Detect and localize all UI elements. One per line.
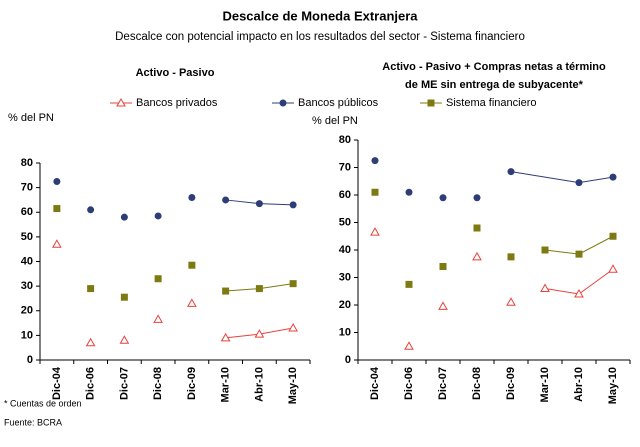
marker [279, 99, 287, 107]
marker [405, 280, 413, 288]
x-tick-label: Dic-06 [403, 367, 415, 400]
marker [575, 250, 583, 258]
marker [119, 335, 130, 344]
marker [220, 332, 231, 342]
x-tick-label: Dic-06 [85, 367, 97, 400]
marker [116, 97, 126, 107]
marker [608, 264, 618, 273]
y-tick-label: 80 [339, 134, 351, 146]
marker [371, 188, 379, 196]
marker [154, 275, 162, 283]
marker [254, 329, 265, 338]
subplot-title: Activo - Pasivo + Compras netas a términ… [382, 61, 606, 73]
x-tick-label: May-10 [287, 367, 299, 404]
y-tick-label: 20 [339, 299, 351, 311]
marker [507, 253, 515, 261]
marker [255, 285, 263, 293]
y-tick-label: 60 [339, 189, 351, 201]
marker [404, 341, 414, 350]
marker [473, 194, 481, 202]
y-tick-label: 30 [21, 280, 33, 292]
chart-title: Descalce de Moneda Extranjera [222, 8, 418, 23]
y-tick-label: 70 [339, 161, 351, 173]
y-tick-label: 20 [21, 305, 33, 317]
marker [120, 213, 128, 221]
legend-label: Sistema financiero [446, 97, 537, 109]
marker [370, 227, 380, 236]
y-tick-label: 50 [21, 231, 33, 243]
marker [427, 99, 435, 107]
chart-subtitle: Descalce con potencial impacto en los re… [115, 31, 525, 43]
marker [439, 263, 447, 270]
marker [222, 287, 230, 295]
y-tick-label: 80 [21, 157, 33, 169]
marker [87, 206, 95, 214]
marker [120, 293, 128, 301]
marker [540, 283, 550, 292]
x-tick-label: Dic-07 [118, 367, 130, 400]
marker [222, 196, 230, 204]
y-axis-label: % del PN [8, 112, 54, 124]
x-tick-label: May-10 [607, 367, 619, 404]
marker [438, 301, 448, 310]
y-tick-label: 40 [21, 255, 33, 267]
x-tick-label: Dic-07 [437, 367, 449, 400]
marker [507, 168, 515, 176]
marker [472, 251, 482, 261]
y-tick-label: 0 [345, 354, 351, 366]
marker [439, 194, 447, 202]
subplot-title: de ME sin entrega de subyacente* [405, 79, 584, 91]
y-tick-label: 60 [21, 206, 33, 218]
marker [154, 212, 162, 220]
marker [289, 280, 297, 288]
x-tick-label: Dic-09 [186, 367, 198, 400]
legend-label: Bancos públicos [298, 97, 379, 109]
marker [371, 157, 379, 165]
y-tick-label: 30 [339, 271, 351, 283]
marker [53, 205, 61, 213]
series-line [510, 171, 614, 184]
marker [87, 285, 95, 293]
marker [53, 177, 61, 185]
marker [609, 232, 617, 240]
x-tick-label: Dic-08 [152, 367, 164, 400]
marker [405, 188, 413, 196]
marker [289, 201, 297, 209]
marker [541, 246, 549, 254]
x-tick-label: Abr-10 [573, 367, 585, 402]
x-tick-label: Dic-08 [471, 367, 483, 400]
marker [473, 224, 481, 232]
marker [575, 179, 583, 187]
marker [153, 314, 163, 323]
marker [574, 288, 584, 298]
y-axis-label: % del PN [312, 115, 358, 127]
marker [188, 261, 196, 269]
y-tick-label: 70 [21, 182, 33, 194]
subplot-title: Activo - Pasivo [136, 67, 215, 79]
x-tick-label: Dic-04 [51, 366, 63, 400]
marker [188, 193, 196, 201]
footnote: Fuente: BCRA [4, 417, 62, 427]
marker [52, 239, 62, 248]
y-tick-label: 50 [339, 216, 351, 228]
x-tick-label: Dic-09 [505, 367, 517, 400]
legend-label: Bancos privados [136, 97, 218, 109]
x-tick-label: Dic-04 [369, 366, 381, 400]
footnote: * Cuentas de orden [4, 398, 82, 408]
x-tick-label: Abr-10 [253, 367, 265, 402]
y-tick-label: 40 [339, 244, 351, 256]
marker [506, 297, 516, 306]
marker [255, 200, 263, 208]
marker [187, 298, 197, 307]
marker [288, 322, 298, 332]
marker [609, 173, 617, 181]
x-tick-label: Mar-10 [220, 367, 232, 402]
y-tick-label: 10 [339, 326, 351, 338]
y-tick-label: 10 [21, 329, 33, 341]
marker [85, 337, 96, 347]
x-tick-label: Mar-10 [539, 367, 551, 402]
y-tick-label: 0 [27, 354, 33, 366]
